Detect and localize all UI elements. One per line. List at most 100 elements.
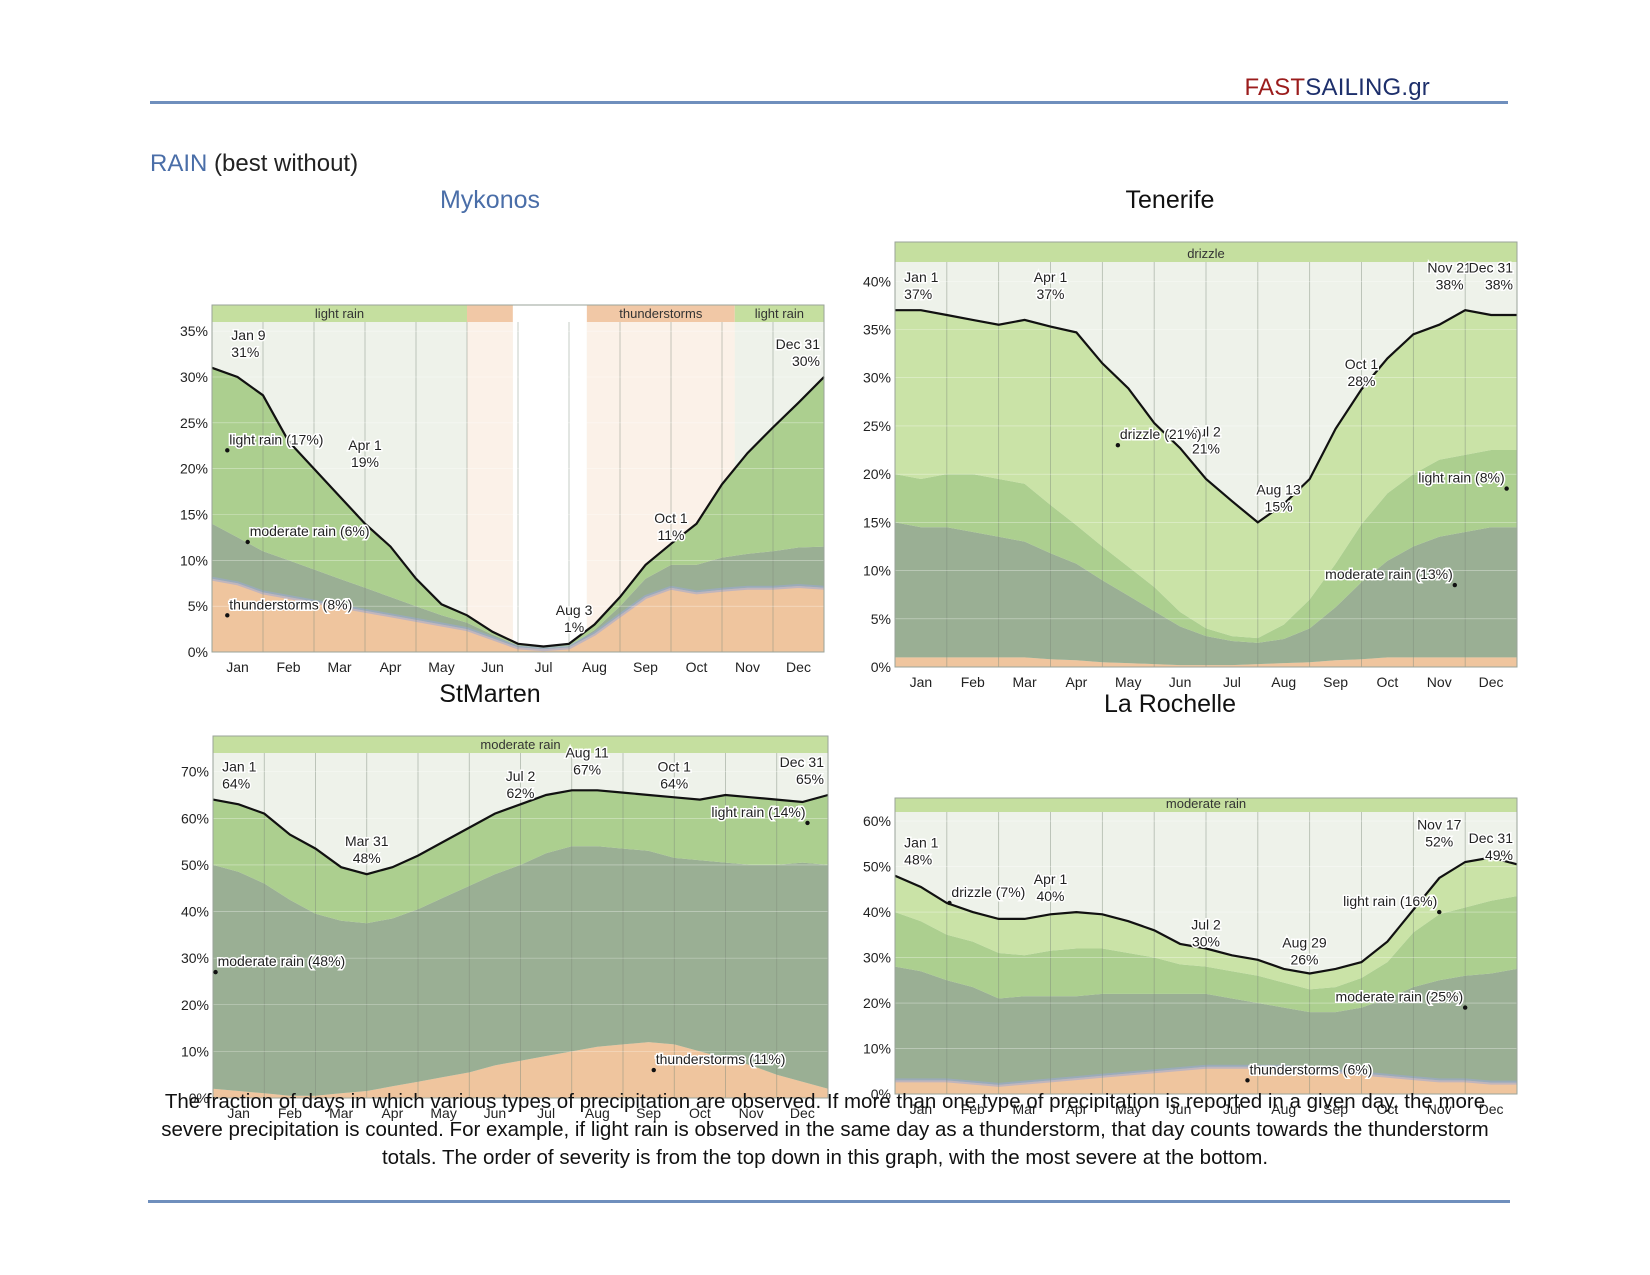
x-tick-label-nov: Nov	[1427, 674, 1452, 690]
figure-caption: The fraction of days in which various ty…	[161, 1090, 1489, 1169]
annotation-jan-1: Jan 137%	[903, 268, 940, 304]
y-tick-label: 20%	[863, 466, 891, 482]
series-label-moderate-rain-6: moderate rain (6%)	[250, 523, 370, 539]
x-tick-label-jun: Jun	[481, 659, 504, 675]
y-tick-label: 30%	[181, 950, 209, 966]
annotation-text: 11%	[658, 527, 685, 543]
x-tick-label-may: May	[1115, 1101, 1141, 1117]
annotation-text: 37%	[904, 286, 932, 302]
y-tick-label: 5%	[871, 611, 891, 627]
plot-border	[212, 735, 829, 1099]
area-moderate-rain	[212, 523, 824, 650]
annotation-apr-1: Apr 137%	[1032, 268, 1069, 304]
y-tick-label: 20%	[863, 995, 891, 1011]
total-line	[211, 366, 825, 648]
x-tick-label-feb: Feb	[961, 674, 985, 690]
annotation-text: 49%	[1485, 847, 1513, 863]
x-tick-label-jun: Jun	[1169, 1101, 1192, 1117]
annotation-jan-1: Jan 148%	[903, 833, 940, 869]
x-tick-label-sep: Sep	[636, 1105, 661, 1121]
series-label-light-rain-16: light rain (16%)	[1343, 893, 1437, 909]
label-dot	[225, 448, 230, 453]
section-title: RAIN	[150, 150, 208, 177]
annotation-text: 38%	[1485, 277, 1513, 293]
band-segment-1	[467, 305, 513, 322]
annotation-text: Nov 21	[1427, 260, 1472, 276]
y-tick-label: 0%	[871, 659, 891, 675]
x-tick-label-jul: Jul	[1223, 1101, 1241, 1117]
x-tick-label-aug: Aug	[585, 1105, 610, 1121]
x-tick-label-jul: Jul	[537, 1105, 555, 1121]
x-tick-label-mar: Mar	[329, 1105, 353, 1121]
annotation-text: 19%	[351, 454, 379, 470]
y-tick-label: 30%	[863, 370, 891, 386]
y-tick-label: 35%	[863, 322, 891, 338]
annotation-oct-1: Oct 164%	[656, 757, 693, 793]
series-label-thunderstorms-8: thunderstorms (8%)	[229, 596, 352, 612]
y-tick-label: 60%	[863, 813, 891, 829]
y-tick-label: 0%	[189, 1090, 209, 1106]
label-dot	[947, 900, 952, 906]
label-dot	[651, 1067, 656, 1073]
annotation-text: Apr 1	[1034, 871, 1068, 887]
bottom-rule	[148, 1200, 1510, 1203]
series-label-thunderstorms-6: thunderstorms (6%)	[1249, 1061, 1372, 1077]
annotation-text: Dec 31	[1469, 830, 1514, 846]
chart-stmarten: moderate rain 0% 10% 20% 30% 40% 50% 60% 70% Jan F…	[181, 735, 829, 1121]
annotation-text: Aug 3	[556, 602, 593, 618]
annotation-text: Jul 2	[1191, 917, 1221, 933]
y-tick-label: 50%	[863, 859, 891, 875]
x-tick-label-apr: Apr	[381, 1105, 403, 1121]
x-tick-label-nov: Nov	[1427, 1101, 1452, 1117]
x-tick-label-may: May	[1115, 674, 1141, 690]
series-label-moderate-rain-13: moderate rain (13%)	[1325, 566, 1453, 582]
annotation-jul-2: Jul 262%	[504, 766, 537, 802]
annotation-text: Mar 31	[345, 833, 389, 849]
annotation-text: Oct 1	[654, 510, 688, 526]
annotation-aug-3: Aug 31%	[554, 600, 594, 636]
annotation-text: Apr 1	[1034, 269, 1068, 285]
annotation-text: Aug 13	[1256, 481, 1301, 497]
band-label-drizzle: drizzle	[1187, 246, 1225, 261]
label-dot	[245, 539, 250, 545]
season-shade-1	[467, 322, 513, 652]
x-tick-label-jun: Jun	[484, 1105, 507, 1121]
label-dot	[225, 613, 230, 618]
annotation-text: Dec 31	[780, 754, 825, 770]
annotation-text: 65%	[796, 771, 824, 787]
plot-border	[894, 797, 1518, 1095]
annotation-text: 48%	[353, 850, 381, 866]
y-tick-label: 20%	[181, 997, 209, 1013]
band-segment-4	[734, 305, 824, 322]
x-tick-label-mar: Mar	[1013, 674, 1037, 690]
band-segment-0	[213, 736, 828, 753]
chart-mykonos: light rain thunderstorms light rain 0% 5% 10%…	[180, 304, 825, 675]
label-dot	[213, 969, 218, 975]
series-label-moderate-rain-48: moderate rain (48%)	[218, 953, 346, 969]
label-dot	[1437, 909, 1442, 915]
annotation-text: Apr 1	[348, 437, 382, 453]
label-dot	[1115, 443, 1121, 448]
annotation-text: 62%	[506, 785, 534, 801]
y-tick-label: 40%	[863, 273, 891, 289]
annotation-text: Jul 2	[1191, 424, 1221, 440]
band-segment-0	[212, 305, 467, 322]
x-tick-label-aug: Aug	[1271, 674, 1296, 690]
x-tick-label-aug: Aug	[1271, 1101, 1296, 1117]
band-segment-0	[895, 242, 1517, 262]
series-label-moderate-rain-25: moderate rain (25%)	[1336, 989, 1464, 1005]
x-tick-label-jul: Jul	[1223, 674, 1241, 690]
label-dot	[1462, 1005, 1468, 1010]
y-tick-label: 50%	[181, 857, 209, 873]
x-tick-label-sep: Sep	[1323, 1101, 1348, 1117]
y-tick-label: 15%	[180, 507, 208, 523]
x-tick-label-feb: Feb	[276, 659, 300, 675]
area-light-rain	[895, 450, 1517, 643]
y-tick-label: 25%	[180, 415, 208, 431]
y-tick-label: 15%	[863, 514, 891, 530]
y-tick-label: 5%	[188, 598, 208, 614]
